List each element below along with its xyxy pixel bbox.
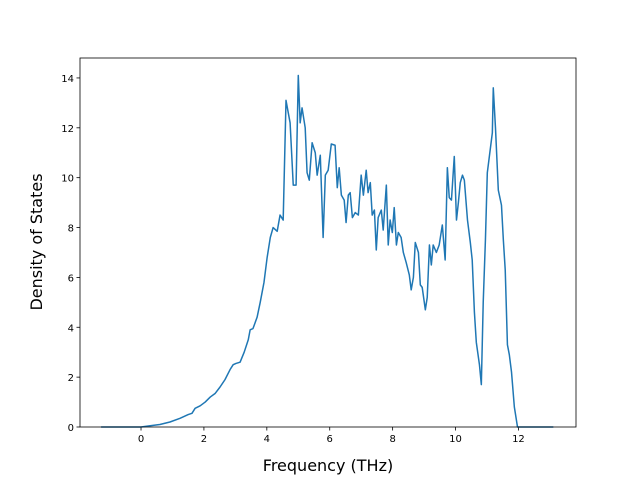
y-tick-label: 0 (68, 423, 74, 434)
x-tick-label: 6 (327, 434, 333, 445)
y-tick-label: 8 (68, 224, 74, 235)
y-tick-label: 6 (68, 273, 74, 284)
x-tick-label: 8 (389, 434, 395, 445)
y-tick-label: 12 (61, 124, 74, 135)
y-tick-label: 14 (61, 74, 74, 85)
x-tick-label: 0 (138, 434, 144, 445)
x-tick-label: 12 (512, 434, 525, 445)
x-axis-label: Frequency (THz) (263, 456, 393, 475)
y-axis-label: Density of States (27, 173, 46, 310)
x-tick-label: 4 (264, 434, 270, 445)
plot-frame (79, 57, 577, 428)
y-tick-label: 10 (61, 174, 74, 185)
y-tick-label: 2 (68, 373, 74, 384)
x-tick-label: 2 (201, 434, 207, 445)
line-series (101, 74, 554, 428)
x-tick-label: 10 (449, 434, 462, 445)
y-tick-label: 4 (68, 323, 74, 334)
